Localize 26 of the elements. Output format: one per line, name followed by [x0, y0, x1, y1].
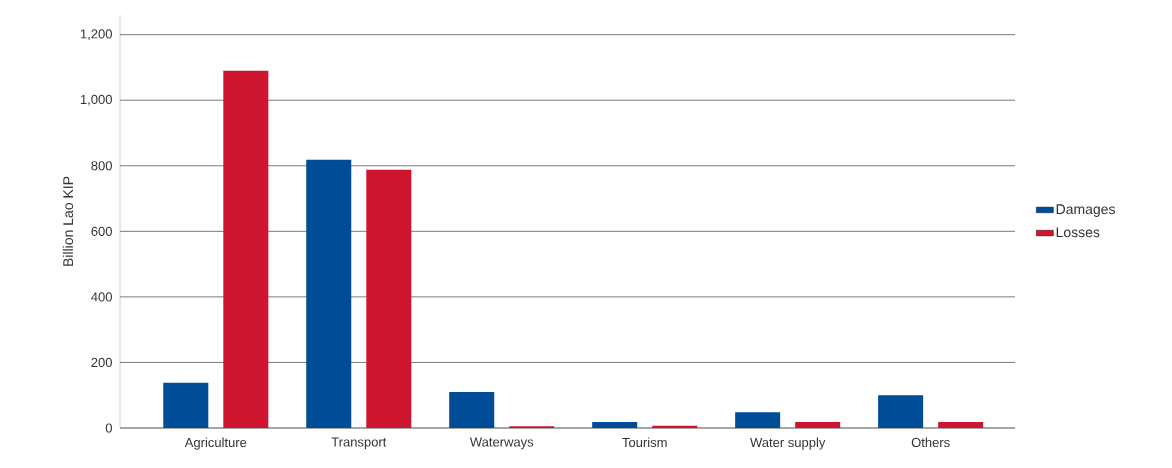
bar — [223, 70, 269, 428]
bar — [366, 169, 412, 428]
y-tick-label: 600 — [91, 226, 112, 236]
x-tick-label: Water supply — [750, 437, 826, 450]
bar — [795, 422, 841, 428]
y-axis-title: Billion Lao KIP — [62, 176, 74, 266]
x-tick-label: Tourism — [622, 437, 667, 448]
bar — [735, 412, 781, 428]
x-tick-label: Waterways — [469, 437, 534, 450]
bar — [938, 422, 984, 428]
bar — [449, 391, 495, 428]
legend-label: Damages — [1056, 204, 1115, 217]
bar — [592, 422, 638, 428]
x-tick-label: Others — [911, 437, 950, 448]
x-tick-label: Agriculture — [184, 437, 247, 450]
y-tick-label: 0 — [105, 423, 112, 433]
y-tick-label: 400 — [91, 292, 112, 302]
y-tick-label: 200 — [91, 357, 112, 368]
x-tick-label: Transport — [331, 437, 387, 450]
y-tick-label: 1,000 — [80, 94, 112, 106]
bar — [878, 395, 924, 428]
y-tick-label: 800 — [91, 161, 112, 171]
bar — [306, 159, 352, 428]
bar — [163, 382, 209, 428]
legend-label: Losses — [1056, 227, 1100, 238]
y-tick-label: 1,200 — [80, 29, 112, 41]
